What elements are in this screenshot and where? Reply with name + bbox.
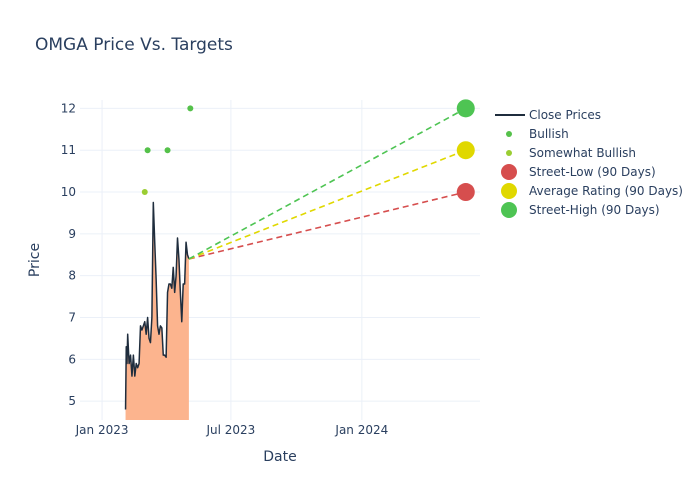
close-price-area [125, 202, 189, 420]
x-tick-label: Jan 2023 [75, 423, 129, 437]
y-tick-label: 12 [61, 101, 76, 115]
legend-item: Street-High (90 Days) [501, 202, 660, 218]
rating-marker [141, 189, 148, 196]
legend-label: Street-High (90 Days) [529, 203, 660, 217]
series-lines [124, 107, 467, 410]
legend-large-swatch [501, 202, 517, 218]
legend-label: Bullish [529, 127, 569, 141]
legend-large-swatch [501, 183, 517, 199]
legend-item: Bullish [506, 127, 569, 141]
close-price-line [124, 201, 190, 410]
legend-item: Close Prices [495, 108, 601, 122]
legend-label: Average Rating (90 Days) [529, 184, 683, 198]
y-tick-label: 5 [68, 394, 76, 408]
y-tick-label: 11 [61, 143, 76, 157]
rating-marker [187, 105, 194, 112]
target-line [188, 107, 467, 260]
y-axis-title: Price [27, 243, 43, 277]
legend-item: Average Rating (90 Days) [501, 183, 683, 199]
grid [80, 100, 480, 420]
y-tick-label: 8 [68, 269, 76, 283]
series-markers [141, 99, 475, 202]
axis-ticks: Jan 2023 Jul 2023 Jan 2024 5 6 7 8 9 10 11 12 [61, 101, 389, 437]
legend-item: Street-Low (90 Days) [501, 164, 656, 180]
rating-marker [144, 147, 151, 154]
legend-item: Somewhat Bullish [506, 146, 636, 160]
legend-dot-swatch [506, 131, 512, 137]
close-price-fill [125, 202, 189, 420]
y-tick-label: 7 [68, 311, 76, 325]
y-tick-label: 9 [68, 227, 76, 241]
target-marker [456, 183, 475, 202]
target-marker [456, 99, 475, 118]
y-tick-label: 6 [68, 352, 76, 366]
x-axis-title: Date [263, 449, 296, 465]
legend-label: Close Prices [529, 108, 601, 122]
target-marker [456, 141, 475, 160]
x-tick-label: Jul 2023 [205, 423, 255, 437]
rating-marker [164, 147, 171, 154]
legend-large-swatch [501, 164, 517, 180]
legend-dot-swatch [506, 150, 512, 156]
legend: Close Prices Bullish Somewhat Bullish Stree… [495, 108, 683, 218]
y-tick-label: 10 [61, 185, 76, 199]
legend-label: Somewhat Bullish [529, 146, 636, 160]
x-tick-label: Jan 2024 [334, 423, 388, 437]
legend-label: Street-Low (90 Days) [529, 165, 656, 179]
chart-title: OMGA Price Vs. Targets [35, 35, 233, 55]
target-line [188, 191, 466, 260]
